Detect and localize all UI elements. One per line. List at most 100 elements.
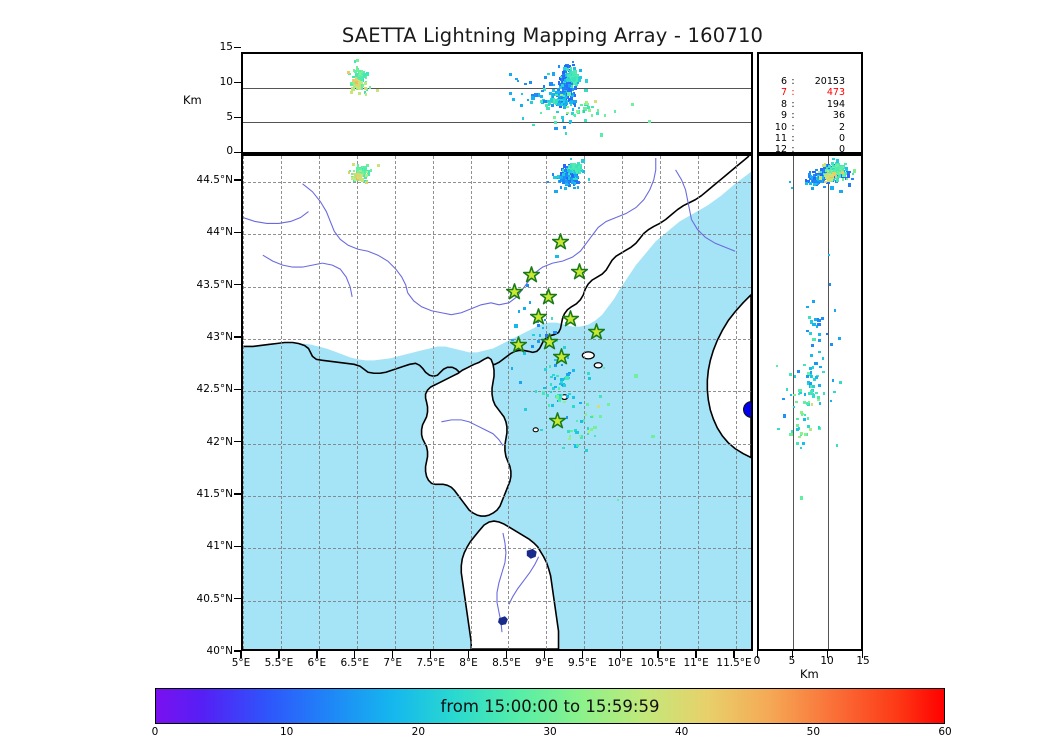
lightning-source-point: [833, 308, 837, 312]
latitude-tick-label: 40°N: [206, 645, 233, 657]
lightning-source-point: [851, 172, 855, 176]
legend-separator: :: [791, 121, 795, 133]
lightning-source-point: [798, 388, 802, 393]
lightning-source-point: [579, 401, 582, 405]
lightning-source-point: [585, 449, 588, 452]
lightning-source-point: [568, 392, 571, 396]
lightning-source-point: [822, 391, 826, 395]
lightning-source-point: [806, 417, 810, 420]
station-star-icon: [530, 308, 548, 325]
lightning-source-point: [362, 70, 366, 74]
lightning-source-point: [516, 79, 520, 83]
lightning-source-point: [526, 98, 530, 102]
page-title: SAETTA Lightning Mapping Array - 160710: [341, 24, 764, 47]
legend-source-count: 194: [826, 98, 845, 110]
lightning-source-point: [351, 172, 354, 176]
lightning-source-point: [807, 373, 810, 377]
lightning-source-point: [589, 427, 593, 431]
lightning-source-point: [553, 377, 557, 380]
lightning-source-point: [532, 333, 535, 337]
lightning-source-point: [352, 169, 356, 173]
lightning-source-point: [573, 179, 577, 183]
lightning-source-point: [571, 73, 575, 77]
lightning-source-point: [841, 177, 845, 181]
lightning-source-point: [357, 83, 361, 87]
lightning-source-point: [831, 379, 835, 383]
lightning-source-point: [531, 344, 534, 348]
lightning-source-point: [551, 72, 556, 76]
lightning-source-point: [824, 168, 829, 173]
lightning-source-point: [557, 88, 561, 92]
legend-row: 6: 20153: [767, 76, 853, 87]
legend-separator: :: [791, 110, 795, 122]
lightning-source-point: [577, 162, 580, 165]
lightning-source-point: [553, 330, 557, 335]
tickmark: [581, 651, 584, 658]
lightning-source-point: [567, 92, 571, 96]
lightning-source-point: [563, 376, 567, 380]
lightning-source-point: [788, 180, 792, 184]
lightning-source-point: [822, 185, 826, 189]
lightning-source-point: [567, 75, 571, 80]
lightning-source-point: [798, 435, 801, 439]
lightning-source-point: [569, 103, 573, 106]
lightning-source-point: [537, 340, 540, 343]
tickmark: [234, 151, 241, 153]
tickmark: [505, 651, 508, 658]
lightning-source-point: [559, 86, 563, 89]
lightning-source-point: [558, 180, 562, 184]
lightning-source-point: [789, 432, 793, 437]
lightning-source-point: [563, 80, 566, 84]
lightning-source-point: [574, 79, 579, 84]
longitude-tick-label: 10°E: [607, 657, 633, 669]
lightning-source-point: [353, 85, 356, 88]
lightning-source-point: [360, 83, 365, 88]
gridline-10km: [827, 156, 829, 649]
lightning-source-point: [361, 174, 364, 178]
lightning-source-point: [547, 403, 551, 407]
lightning-source-point: [797, 369, 800, 373]
lightning-source-point: [360, 87, 364, 90]
lightning-source-point: [567, 180, 570, 184]
lightning-source-point: [565, 177, 568, 180]
lightning-source-point: [830, 186, 834, 190]
lightning-source-point: [578, 171, 582, 174]
altitude-longitude-panel: [241, 52, 753, 154]
lightning-source-point: [570, 85, 573, 88]
lightning-source-point: [563, 105, 567, 108]
lightning-source-point: [554, 126, 558, 131]
lightning-source-point: [810, 186, 815, 191]
lightning-source-point: [634, 374, 638, 378]
lightning-source-point: [593, 434, 597, 438]
lightning-source-point: [566, 169, 570, 173]
lightning-source-point: [565, 78, 569, 81]
lightning-source-point: [568, 371, 571, 375]
lightning-source-point: [563, 79, 567, 82]
lightning-source-point: [565, 182, 569, 186]
lightning-source-point: [359, 171, 363, 175]
longitude-tick-label: 5.5°E: [264, 657, 294, 669]
lightning-source-point: [598, 394, 603, 398]
legend-rows: 6: 20153 7: 473 8: 194 9: 36 10: 2 11: 0 12: 0: [767, 76, 853, 152]
lightning-source-point: [807, 175, 811, 178]
station-count-legend: 6: 20153 7: 473 8: 194 9: 36 10: 2 11: 0 12: 0: [757, 52, 863, 154]
lightning-source-point: [573, 182, 577, 185]
lightning-source-point: [557, 90, 560, 94]
longitude-gridline: [356, 156, 358, 649]
lightning-source-point: [554, 358, 558, 362]
lightning-source-point: [549, 383, 553, 386]
lightning-source-point: [353, 60, 357, 63]
lightning-source-point: [825, 332, 829, 336]
lightning-source-point: [831, 162, 834, 165]
lightning-source-point: [599, 415, 602, 418]
lightning-source-point: [584, 413, 588, 416]
longitude-gridline: [318, 156, 320, 649]
lightning-source-point: [362, 73, 367, 77]
lightning-source-point: [828, 164, 832, 168]
lightning-source-point: [557, 176, 561, 180]
lightning-source-point: [797, 392, 801, 396]
lightning-source-point: [571, 180, 574, 184]
lightning-source-point: [827, 178, 831, 181]
lightning-source-point: [547, 72, 550, 76]
